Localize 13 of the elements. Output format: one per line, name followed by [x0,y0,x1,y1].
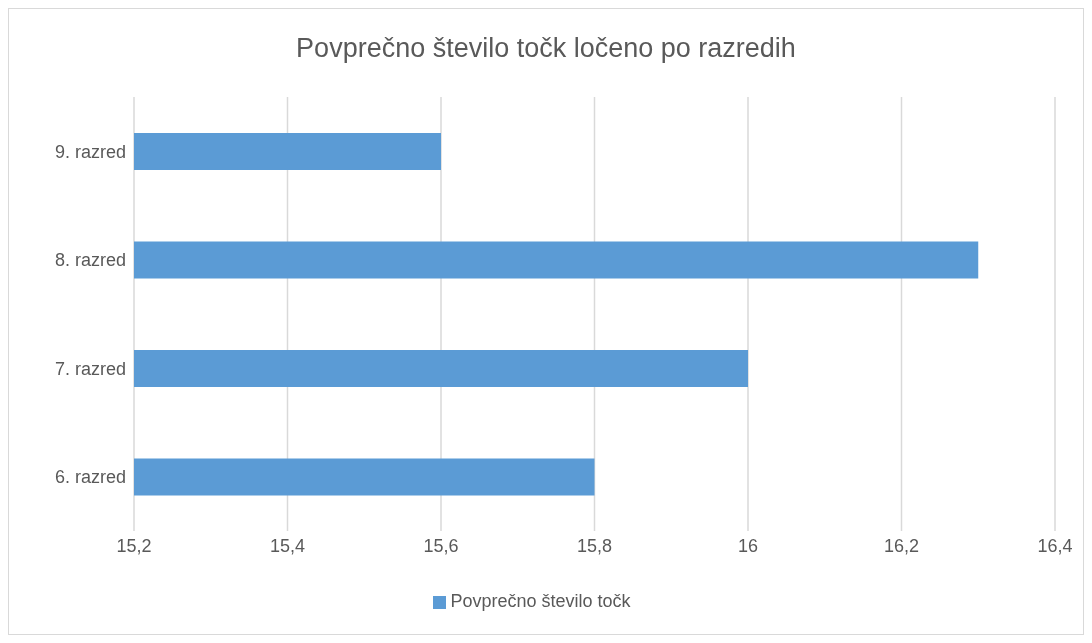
y-tick-label: 6. razred [54,467,126,488]
x-tick-label: 15,6 [423,535,459,556]
x-tick-label: 16,4 [1037,535,1073,556]
y-tick-label: 9. razred [54,141,126,162]
chart-title: Povprečno število točk ločeno po razredih [295,32,797,65]
legend-label: Povprečno število točk [450,591,631,611]
x-tick-label: 15,4 [269,535,306,556]
x-tick-label: 15,2 [116,535,152,556]
y-tick-label: 7. razred [54,358,126,379]
y-tick-label: 8. razred [54,250,126,271]
x-tick-label: 16,2 [883,535,920,556]
x-tick-label: 16 [737,535,759,556]
x-tick-label: 15,8 [576,535,613,556]
